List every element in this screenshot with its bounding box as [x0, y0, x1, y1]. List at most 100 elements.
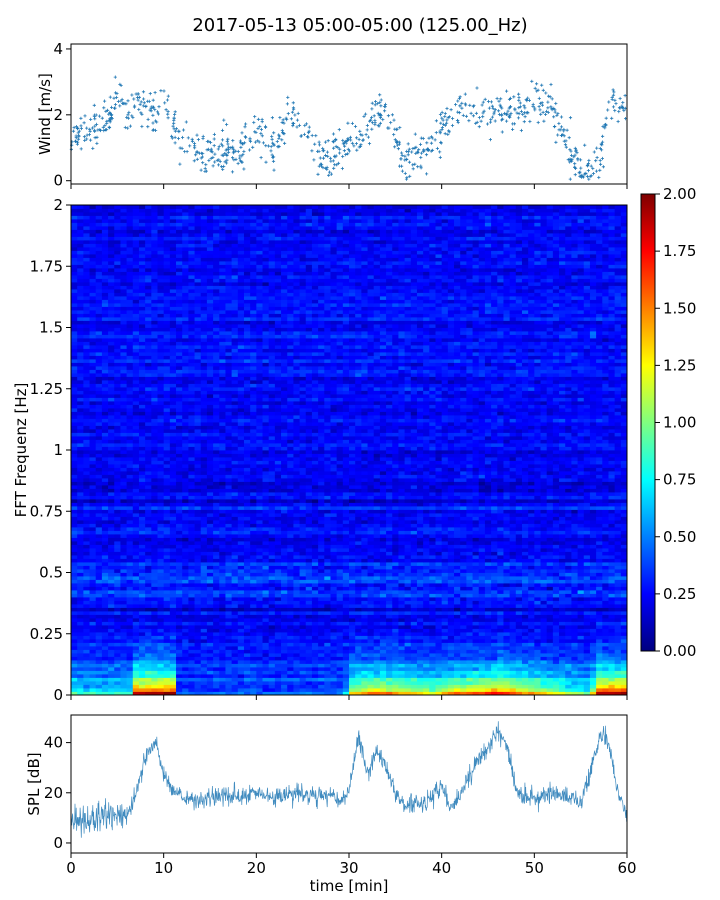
heatmap-cell	[324, 565, 331, 570]
heatmap-cell	[571, 569, 578, 573]
heatmap-cell	[515, 660, 523, 664]
heatmap-cell	[311, 628, 319, 633]
heatmap-cell	[620, 569, 628, 573]
heatmap-cell	[225, 520, 233, 524]
heatmap-cell	[367, 649, 375, 654]
heatmap-cell	[441, 558, 449, 563]
heatmap-cell	[614, 691, 622, 696]
heatmap-cell	[491, 509, 498, 514]
heatmap-cell	[602, 663, 609, 668]
heatmap-cell	[441, 555, 449, 559]
heatmap-cell	[231, 509, 239, 514]
heatmap-cell	[101, 576, 109, 580]
heatmap-cell	[478, 614, 486, 619]
heatmap-cell	[231, 635, 239, 640]
heatmap-cell	[559, 520, 566, 524]
heatmap-cell	[200, 572, 208, 577]
heatmap-cell	[565, 684, 572, 689]
heatmap-cell	[534, 590, 541, 594]
heatmap-cell	[379, 621, 387, 626]
heatmap-cell	[138, 621, 146, 626]
heatmap-cell	[194, 520, 202, 524]
heatmap-cell	[163, 611, 171, 615]
heatmap-cell	[268, 502, 276, 507]
heatmap-cell	[336, 551, 344, 556]
heatmap-cell	[231, 614, 239, 619]
heatmap-cell	[552, 628, 560, 633]
heatmap-cell	[614, 506, 622, 510]
heatmap-cell	[256, 597, 263, 601]
heatmap-cell	[336, 635, 344, 640]
heatmap-cell	[305, 663, 313, 668]
heatmap-cell	[231, 579, 239, 584]
heatmap-cell	[454, 656, 461, 661]
heatmap-cell	[447, 593, 455, 598]
heatmap-cell	[460, 667, 467, 671]
heatmap-cell	[472, 509, 480, 514]
heatmap-cell	[460, 688, 467, 692]
heatmap-cell	[460, 569, 467, 573]
heatmap-cell	[472, 649, 480, 654]
heatmap-cell	[268, 506, 276, 510]
heatmap-cell	[151, 527, 158, 531]
heatmap-cell	[355, 628, 362, 633]
heatmap-cell	[386, 565, 393, 570]
heatmap-cell	[182, 576, 189, 580]
heatmap-cell	[274, 621, 282, 626]
heatmap-cell	[169, 667, 177, 671]
heatmap-cell	[559, 646, 566, 650]
heatmap-cell	[540, 502, 548, 507]
heatmap-cell	[336, 677, 344, 682]
heatmap-cell	[367, 551, 375, 556]
heatmap-cell	[188, 516, 195, 521]
heatmap-cell	[145, 667, 152, 671]
heatmap-cell	[349, 544, 356, 549]
heatmap-cell	[583, 541, 591, 545]
heatmap-cell	[392, 541, 399, 545]
heatmap-cell	[243, 600, 251, 605]
heatmap-cell	[398, 670, 405, 675]
heatmap-cell	[287, 607, 294, 612]
heatmap-cell	[466, 544, 473, 549]
heatmap-cell	[435, 691, 443, 696]
heatmap-cell	[305, 502, 313, 507]
heatmap-cell	[577, 600, 585, 605]
heatmap-cell	[515, 632, 523, 636]
heatmap-cell	[138, 562, 146, 566]
heatmap-cell	[620, 555, 628, 559]
heatmap-cell	[163, 544, 171, 549]
heatmap-cell	[491, 576, 498, 580]
heatmap-cell	[182, 656, 189, 661]
heatmap-cell	[373, 688, 381, 692]
heatmap-cell	[237, 600, 245, 605]
heatmap-cell	[349, 555, 356, 559]
heatmap-cell	[392, 583, 399, 587]
heatmap-cell	[287, 632, 294, 636]
heatmap-cell	[614, 530, 622, 535]
heatmap-cell	[330, 527, 338, 531]
heatmap-cell	[305, 604, 313, 608]
heatmap-cell	[163, 670, 171, 675]
heatmap-cell	[589, 674, 597, 678]
heatmap-cell	[583, 670, 591, 675]
heatmap-cell	[454, 674, 461, 678]
heatmap-cell	[95, 600, 103, 605]
heatmap-cell	[466, 663, 473, 668]
heatmap-cell	[367, 576, 375, 580]
heatmap-cell	[404, 632, 412, 636]
heatmap-cell	[472, 604, 480, 608]
heatmap-cell	[287, 534, 294, 538]
heatmap-cell	[552, 639, 560, 643]
heatmap-cell	[169, 509, 177, 514]
heatmap-cell	[206, 590, 214, 594]
heatmap-cell	[528, 537, 535, 542]
heatmap-cell	[213, 663, 220, 668]
heatmap-cell	[138, 548, 146, 552]
heatmap-cell	[349, 537, 356, 542]
heatmap-cell	[614, 649, 622, 654]
heatmap-cell	[176, 579, 183, 584]
heatmap-cell	[552, 688, 560, 692]
wind-y-ticks: 024	[53, 40, 71, 190]
heatmap-cell	[281, 520, 288, 524]
heatmap-cell	[237, 555, 245, 559]
